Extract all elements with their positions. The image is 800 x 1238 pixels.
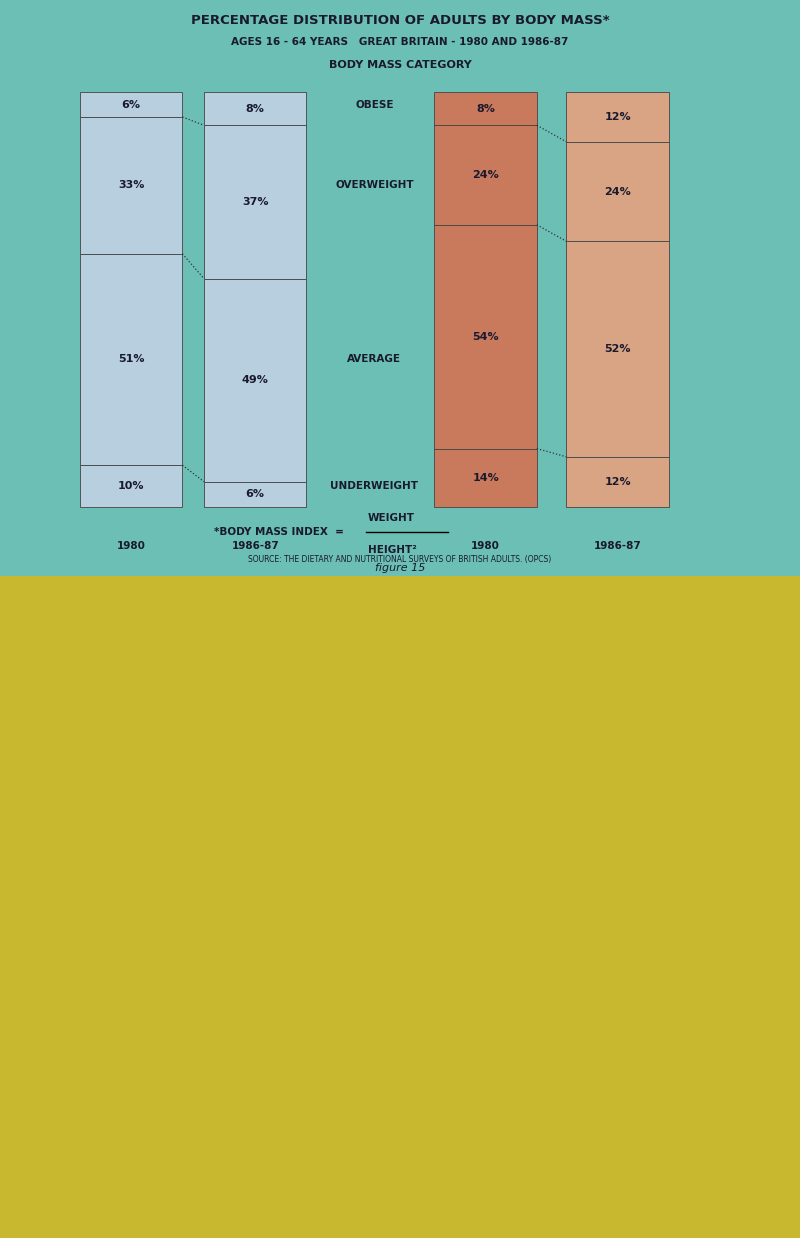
Bar: [566, 142, 669, 241]
Bar: [204, 279, 306, 482]
Text: 1986-87: 1986-87: [594, 541, 642, 551]
Text: 40%: 40%: [294, 898, 322, 909]
Text: 32%: 32%: [294, 1084, 322, 1094]
Text: 1980: 1980: [117, 541, 146, 551]
Text: DESIRABLE RANGE
LESS THAN 5.2: DESIRABLE RANGE LESS THAN 5.2: [126, 1078, 228, 1099]
Text: 51%: 51%: [118, 354, 145, 364]
Text: TOTAL CHOLESTEROL (mmol/l): TOTAL CHOLESTEROL (mmol/l): [39, 822, 49, 964]
Text: 49%: 49%: [242, 375, 269, 385]
Text: (TOTAL NO = 809): (TOTAL NO = 809): [454, 1232, 530, 1238]
Text: SOURCE: THE DIETARY AND NUTRITIONAL SURVEYS OF BRITISH ADULTS (OPCS): SOURCE: THE DIETARY AND NUTRITIONAL SURV…: [250, 1212, 550, 1222]
Text: 5.2 TO 6.5: 5.2 TO 6.5: [172, 898, 228, 909]
Bar: [566, 92, 669, 142]
Text: AVERAGE: AVERAGE: [347, 354, 402, 364]
Text: 6%: 6%: [246, 489, 265, 499]
Text: MALES: MALES: [172, 578, 214, 588]
Text: 24%: 24%: [472, 170, 499, 180]
Text: 6.5 TO 7.8: 6.5 TO 7.8: [172, 738, 228, 748]
Text: FEMALES: FEMALES: [523, 578, 580, 588]
Text: 33%: 33%: [118, 181, 144, 191]
Text: FEMALES: FEMALES: [463, 1198, 521, 1208]
Bar: [204, 482, 306, 506]
Text: 22%: 22%: [294, 738, 322, 748]
Bar: [428, 697, 556, 790]
Bar: [428, 790, 556, 985]
Text: 38%: 38%: [478, 883, 506, 893]
Text: WEIGHT: WEIGHT: [368, 513, 415, 524]
Bar: [434, 125, 537, 225]
Text: (TOTAL no = 1161): (TOTAL no = 1161): [578, 610, 658, 619]
Text: figure 16: figure 16: [375, 1226, 425, 1236]
Text: (TOTAL NO = 923): (TOTAL NO = 923): [270, 1232, 346, 1238]
Bar: [80, 92, 182, 116]
Text: 6%: 6%: [122, 99, 141, 109]
Bar: [204, 125, 306, 279]
Bar: [566, 241, 669, 457]
Text: figure 15: figure 15: [375, 563, 425, 573]
Bar: [244, 800, 372, 1006]
Bar: [428, 985, 556, 1171]
Text: (TOTAL no = 1158): (TOTAL no = 1158): [215, 610, 295, 619]
Bar: [244, 1006, 372, 1171]
Text: 12%: 12%: [604, 111, 631, 123]
Text: 12%: 12%: [604, 477, 631, 487]
Text: 14%: 14%: [472, 473, 499, 483]
Text: (TOTAL no = 4935): (TOTAL no = 4935): [446, 610, 526, 619]
Text: 6%: 6%: [298, 666, 318, 676]
Bar: [428, 655, 556, 697]
Text: 18%: 18%: [478, 738, 506, 748]
Text: AGES 16 - 64 YEARS   GREAT BRITAIN - 1980 AND 1986-87: AGES 16 - 64 YEARS GREAT BRITAIN - 1980 …: [231, 37, 569, 47]
Bar: [244, 655, 372, 686]
Text: 8%: 8%: [482, 671, 502, 681]
Text: OVERWEIGHT: OVERWEIGHT: [335, 181, 414, 191]
Text: 10%: 10%: [118, 480, 145, 490]
Text: 54%: 54%: [472, 332, 499, 342]
Text: (TOTAL no = 4499): (TOTAL no = 4499): [91, 610, 171, 619]
Text: SOURCE: THE DIETARY AND NUTRITIONAL SURVEYS OF BRITISH ADULTS. (OPCS): SOURCE: THE DIETARY AND NUTRITIONAL SURV…: [248, 555, 552, 565]
Text: 37%: 37%: [242, 197, 269, 207]
Text: HEIGHT²: HEIGHT²: [368, 545, 417, 555]
Bar: [434, 225, 537, 448]
Text: PERCENTAGE DISTRIBUTION OF ADULTS BY BODY MASS*: PERCENTAGE DISTRIBUTION OF ADULTS BY BOD…: [190, 15, 610, 27]
Text: 8%: 8%: [476, 104, 495, 114]
Text: AGES 18 - 64   GREAT BRITAIN - 1986-7: AGES 18 - 64 GREAT BRITAIN - 1986-7: [286, 615, 514, 625]
Text: 24%: 24%: [604, 187, 631, 197]
Bar: [434, 92, 537, 125]
Text: 52%: 52%: [604, 344, 631, 354]
Text: BODY MASS CATEGORY: BODY MASS CATEGORY: [329, 61, 471, 71]
Text: *BODY MASS INDEX  =: *BODY MASS INDEX =: [214, 527, 344, 537]
Text: UNDERWEIGHT: UNDERWEIGHT: [330, 480, 418, 490]
Text: 1986-87: 1986-87: [231, 541, 279, 551]
Bar: [434, 448, 537, 506]
Bar: [204, 92, 306, 125]
Bar: [566, 457, 669, 506]
Text: MALES: MALES: [287, 1198, 329, 1208]
Text: OBESE: OBESE: [355, 99, 394, 109]
Text: PERCENTAGE DISTRIBUTION OF TOTAL SERUM CHOLESTEROL: PERCENTAGE DISTRIBUTION OF TOTAL SERUM C…: [172, 592, 628, 605]
Bar: [80, 116, 182, 254]
Text: 7.8 OR MORE: 7.8 OR MORE: [156, 666, 228, 676]
Bar: [80, 254, 182, 465]
Text: 1980: 1980: [471, 541, 500, 551]
Bar: [80, 465, 182, 506]
Text: 36%: 36%: [478, 1073, 506, 1083]
Bar: [244, 686, 372, 800]
Text: 8%: 8%: [246, 104, 265, 114]
